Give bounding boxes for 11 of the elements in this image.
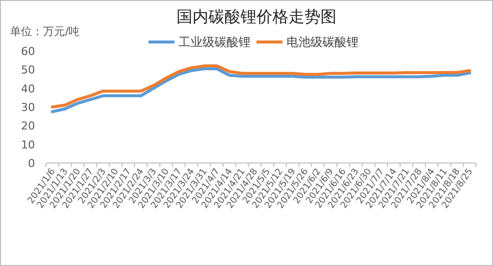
y-axis-title: 单位：万元/吨	[10, 25, 80, 38]
y-tick-label: 10	[21, 138, 35, 152]
legend-label: 电池级碳酸锂	[286, 35, 358, 49]
chart-title: 国内碳酸锂价格走势图	[176, 7, 336, 26]
y-tick-label: 20	[21, 120, 35, 133]
y-tick-label: 40	[21, 82, 35, 96]
y-tick-label: 30	[21, 101, 35, 114]
y-tick-label: 0	[28, 157, 35, 170]
y-tick-label: 50	[21, 64, 35, 77]
y-tick-label: 60	[21, 45, 35, 58]
legend-label: 工业级碳酸锂	[178, 35, 250, 49]
